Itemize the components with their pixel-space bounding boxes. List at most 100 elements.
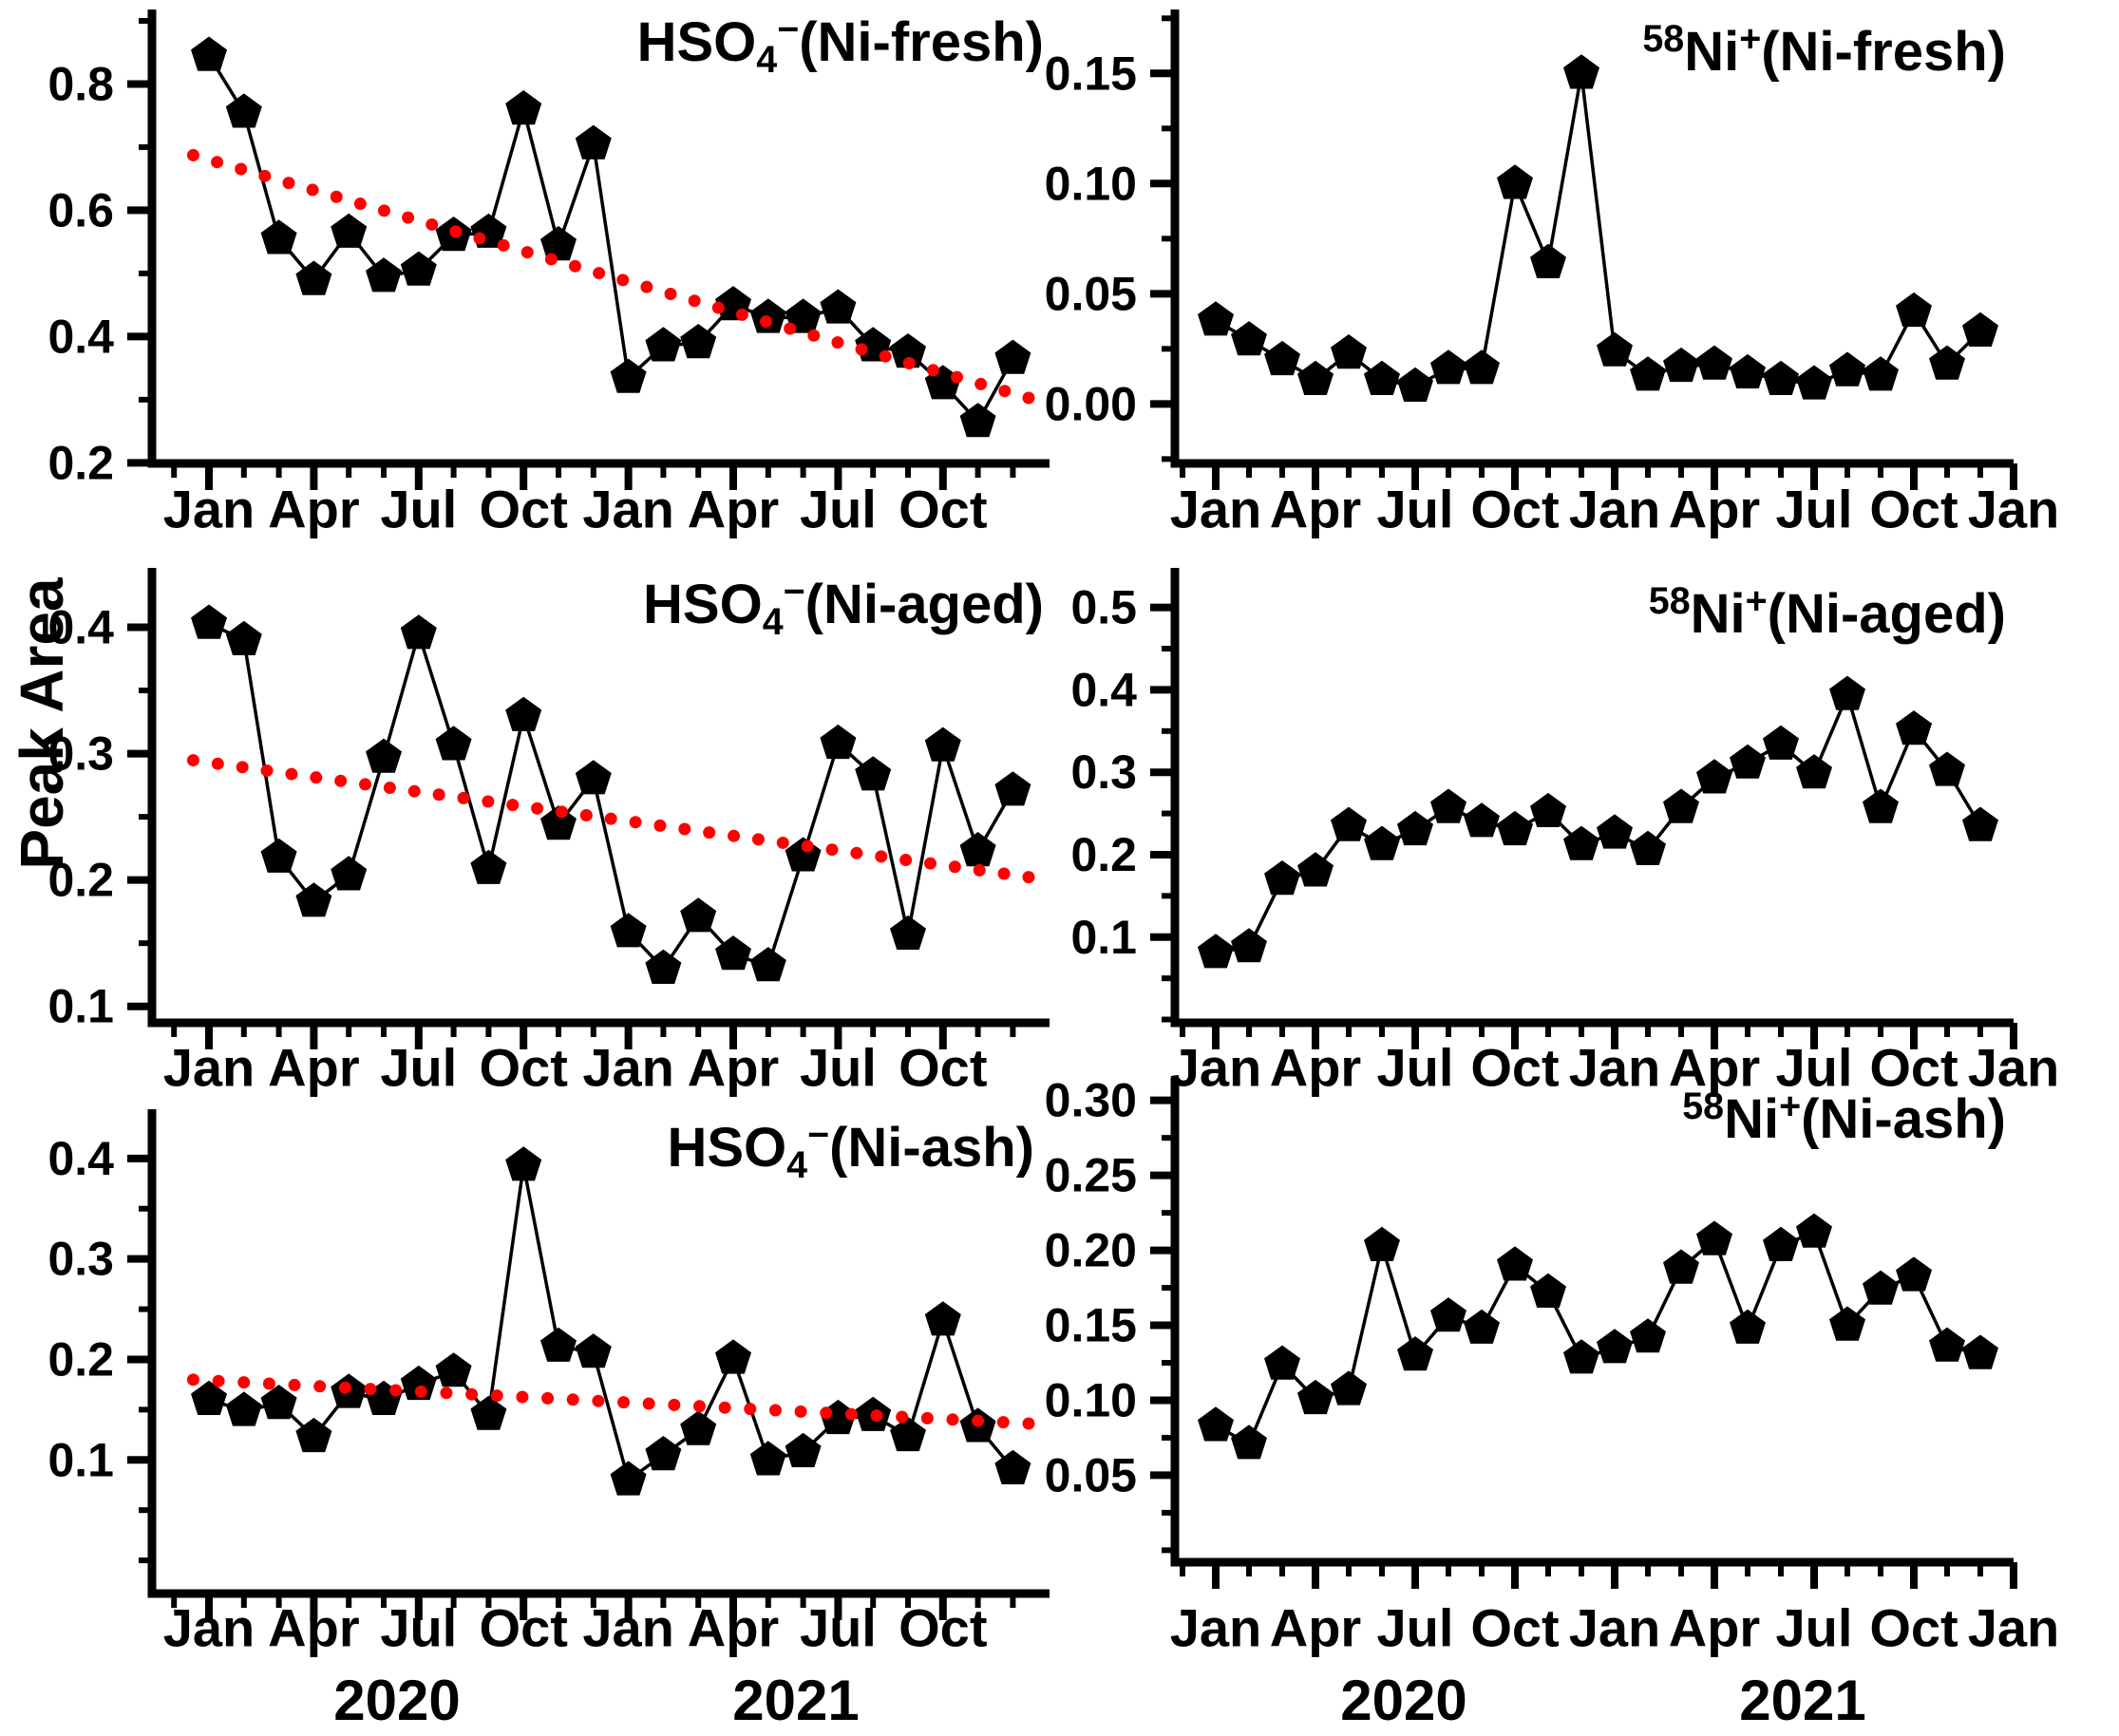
trend-dot bbox=[186, 754, 199, 767]
chart-title-hso4-ni-aged: HSO4−(Ni-aged) bbox=[643, 573, 1044, 641]
axis-frame bbox=[147, 568, 1050, 1028]
trend-dot bbox=[664, 287, 677, 300]
pentagon-marker bbox=[1597, 814, 1633, 849]
trend-dot bbox=[282, 177, 295, 190]
title-segment: + bbox=[1745, 579, 1768, 622]
trend-dot bbox=[678, 822, 691, 836]
trend-dot bbox=[875, 850, 888, 863]
title-segment: (Ni-aged) bbox=[804, 574, 1044, 635]
y-tick-label: 0.05 bbox=[1045, 267, 1137, 320]
pentagon-marker bbox=[1597, 331, 1633, 367]
x-tick-label: Jan bbox=[1170, 480, 1262, 539]
pentagon-marker bbox=[1663, 788, 1699, 823]
trend-dot bbox=[1022, 1417, 1035, 1430]
pentagon-marker bbox=[400, 1365, 437, 1401]
pentagon-marker bbox=[1829, 1306, 1865, 1341]
x-tick-label: Apr bbox=[688, 1038, 779, 1098]
pentagon-marker bbox=[575, 1333, 612, 1368]
x-tick-label: Jan bbox=[1968, 480, 2060, 539]
x-tick-label: Jan bbox=[1569, 1038, 1661, 1098]
trend-dot bbox=[186, 148, 199, 161]
y-tick-label: 0.20 bbox=[1045, 1224, 1137, 1277]
title-segment: 58 bbox=[1648, 579, 1691, 622]
trend-dot bbox=[926, 364, 939, 377]
pentagon-marker bbox=[191, 604, 227, 639]
x-tick-label: Jan bbox=[1170, 1598, 1262, 1658]
pentagon-marker bbox=[1829, 675, 1865, 710]
x-tick-label: Jul bbox=[1377, 1038, 1454, 1098]
trend-dot bbox=[899, 854, 913, 867]
trend-dot bbox=[566, 1393, 579, 1406]
pentagon-marker bbox=[260, 219, 297, 255]
pentagon-marker bbox=[1497, 164, 1533, 199]
data-markers bbox=[191, 36, 1031, 438]
pentagon-marker bbox=[470, 213, 507, 248]
trend-dot bbox=[668, 1398, 681, 1411]
pentagon-marker bbox=[191, 36, 227, 71]
pentagon-marker bbox=[610, 1461, 647, 1496]
data-line bbox=[208, 1164, 1014, 1483]
x-tick-label: Jan bbox=[163, 1038, 255, 1098]
pentagon-marker bbox=[575, 760, 612, 795]
trend-dot bbox=[711, 301, 725, 314]
x-axis-ticks: Jan Apr Jul Oct Jan Apr Jul Oct bbox=[163, 1023, 1016, 1098]
pentagon-marker bbox=[785, 298, 822, 333]
x-axis-ticks: Jan Apr Jul Oct Jan Apr Jul Oct Jan bbox=[1170, 463, 2060, 539]
trend-dot bbox=[383, 782, 396, 795]
axis-frame bbox=[147, 1109, 1050, 1598]
y-tick-label: 0.10 bbox=[1045, 1373, 1137, 1426]
pentagon-marker bbox=[1264, 1345, 1300, 1380]
y-axis-ticks: 0.00 0.05 0.10 0.15 bbox=[1045, 15, 1175, 462]
trend-dot bbox=[1022, 871, 1035, 884]
pentagon-marker bbox=[1630, 1318, 1666, 1353]
data-line bbox=[1215, 689, 1982, 954]
chart-title-hso4-ni-ash: HSO4−(Ni-ash) bbox=[667, 1116, 1034, 1184]
trend-line bbox=[186, 754, 1035, 884]
trend-dot bbox=[751, 833, 765, 846]
data-markers bbox=[1198, 675, 1998, 969]
pentagon-marker bbox=[1929, 1327, 1965, 1362]
x-tick-label: Jul bbox=[380, 1598, 457, 1658]
trend-dot bbox=[432, 788, 445, 802]
title-segment: (Ni-ash) bbox=[1801, 1088, 2006, 1150]
pentagon-marker bbox=[1696, 1220, 1732, 1255]
x-tick-label: Oct bbox=[899, 1598, 987, 1658]
trend-dot bbox=[310, 771, 323, 784]
trend-dot bbox=[850, 846, 863, 859]
pentagon-marker bbox=[855, 327, 892, 362]
trend-dot bbox=[516, 1390, 529, 1404]
trend-dot bbox=[330, 190, 343, 203]
title-segment: (Ni-fresh) bbox=[1761, 21, 2006, 83]
trend-dot bbox=[923, 857, 937, 870]
x-tick-label: Apr bbox=[1270, 1038, 1361, 1098]
title-segment: 58 bbox=[1682, 1085, 1725, 1127]
title-segment: − bbox=[777, 8, 800, 50]
pentagon-marker bbox=[1231, 1425, 1267, 1460]
pentagon-marker bbox=[225, 93, 262, 128]
pentagon-marker bbox=[1730, 1309, 1766, 1344]
trend-dot bbox=[642, 1397, 655, 1410]
pentagon-marker bbox=[400, 251, 437, 286]
y-axis-ticks: 0.05 0.10 0.15 0.20 0.25 0.30 bbox=[1045, 1074, 1175, 1554]
pentagon-marker bbox=[1563, 54, 1599, 89]
trend-dot bbox=[212, 1374, 225, 1387]
chart-title-hso4-ni-fresh: HSO4−(Ni-fresh) bbox=[637, 10, 1044, 79]
title-segment: Ni bbox=[1724, 1088, 1780, 1150]
trend-dot bbox=[426, 217, 439, 231]
trend-dot bbox=[902, 357, 916, 370]
data-markers bbox=[1198, 54, 1998, 402]
pentagon-marker bbox=[1829, 351, 1865, 387]
pentagon-marker bbox=[1962, 1334, 1998, 1369]
trend-dot bbox=[288, 1378, 301, 1391]
y-tick-label: 0.05 bbox=[1045, 1448, 1137, 1501]
trend-dot bbox=[541, 1391, 555, 1405]
pentagon-marker bbox=[1863, 356, 1899, 391]
trend-dot bbox=[972, 1414, 985, 1427]
data-line bbox=[1215, 1230, 1981, 1446]
pentagon-marker bbox=[890, 333, 926, 368]
pentagon-marker bbox=[295, 1417, 332, 1453]
y-tick-label: 0.00 bbox=[1045, 377, 1137, 430]
trend-dot bbox=[825, 843, 839, 857]
